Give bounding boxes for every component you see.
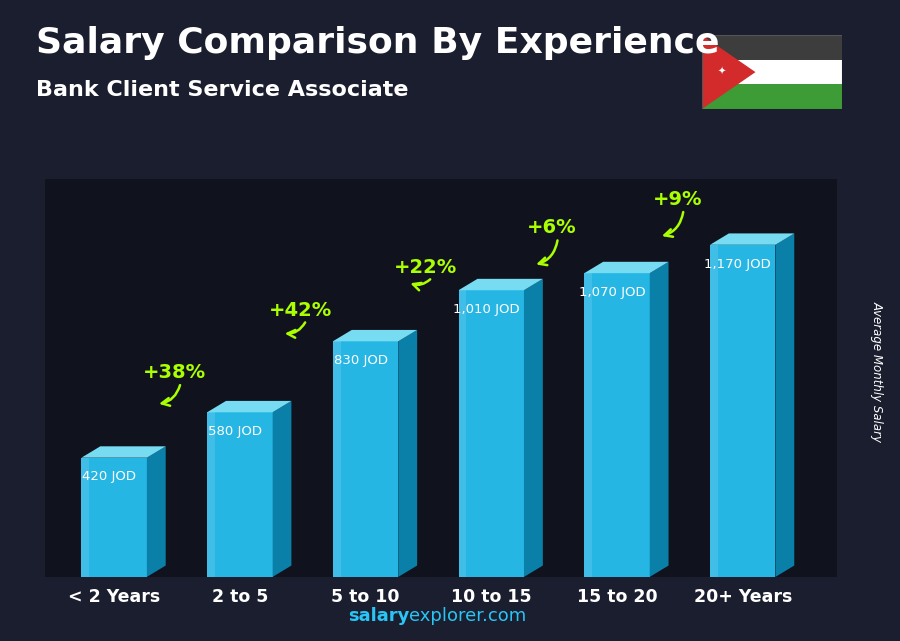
Text: 580 JOD: 580 JOD: [208, 425, 262, 438]
Text: +22%: +22%: [394, 258, 457, 277]
Polygon shape: [710, 245, 718, 577]
Text: +38%: +38%: [143, 363, 206, 382]
Bar: [702, 60, 842, 85]
Text: 830 JOD: 830 JOD: [334, 354, 388, 367]
Text: +9%: +9%: [652, 190, 702, 209]
Polygon shape: [82, 446, 166, 458]
Polygon shape: [776, 233, 795, 577]
Polygon shape: [333, 341, 399, 577]
Polygon shape: [459, 290, 466, 577]
Polygon shape: [207, 401, 292, 412]
Polygon shape: [459, 290, 524, 577]
Polygon shape: [273, 401, 292, 577]
Polygon shape: [333, 330, 417, 341]
Polygon shape: [650, 262, 669, 577]
Polygon shape: [524, 279, 543, 577]
Text: 1,170 JOD: 1,170 JOD: [705, 258, 771, 271]
Polygon shape: [584, 262, 669, 273]
Text: ✦: ✦: [717, 67, 725, 77]
Polygon shape: [147, 446, 166, 577]
Bar: [702, 85, 842, 109]
Polygon shape: [584, 273, 592, 577]
Text: 1,070 JOD: 1,070 JOD: [579, 286, 645, 299]
Text: Bank Client Service Associate: Bank Client Service Associate: [36, 80, 409, 100]
Polygon shape: [207, 412, 215, 577]
Polygon shape: [459, 279, 543, 290]
Polygon shape: [702, 35, 755, 109]
Polygon shape: [710, 233, 795, 245]
Text: 420 JOD: 420 JOD: [82, 470, 136, 483]
Bar: [702, 35, 842, 60]
Text: Average Monthly Salary: Average Monthly Salary: [871, 301, 884, 442]
Polygon shape: [584, 273, 650, 577]
Text: +42%: +42%: [268, 301, 332, 320]
Polygon shape: [82, 458, 147, 577]
Polygon shape: [399, 330, 417, 577]
Polygon shape: [207, 412, 273, 577]
Polygon shape: [333, 341, 341, 577]
Text: salary: salary: [348, 607, 410, 625]
Polygon shape: [82, 458, 89, 577]
Polygon shape: [710, 245, 776, 577]
Text: +6%: +6%: [526, 218, 576, 237]
Text: 1,010 JOD: 1,010 JOD: [453, 303, 519, 316]
Text: explorer.com: explorer.com: [410, 607, 526, 625]
Text: Salary Comparison By Experience: Salary Comparison By Experience: [36, 26, 719, 60]
